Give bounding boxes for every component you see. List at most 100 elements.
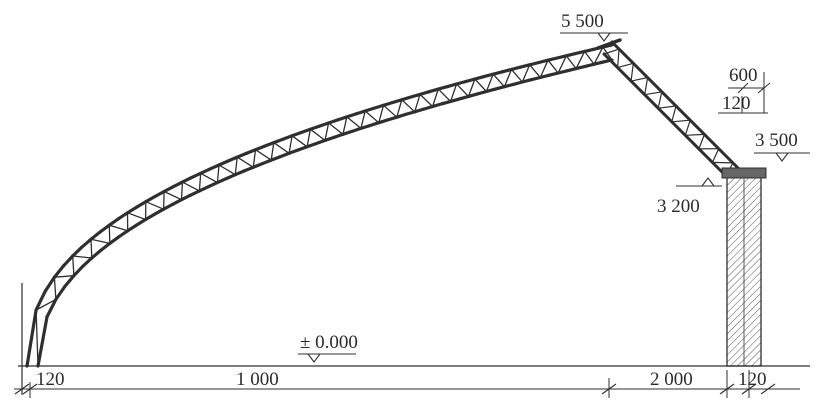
arch-bottom-chord-segment <box>162 202 175 211</box>
arch-bottom-chord-segment <box>215 177 228 185</box>
arch-bottom-chord-segment <box>206 181 219 189</box>
arch-web-member <box>583 50 595 65</box>
support-elevation-label: 3 200 <box>657 196 700 217</box>
arch-web-member <box>53 276 57 301</box>
arch-top-chord-segment <box>199 167 212 175</box>
arch-web-member <box>565 55 577 70</box>
arch-top-chord-segment <box>327 118 340 125</box>
arch-top-chord-segment <box>226 155 239 163</box>
arch-top-chord-segment <box>308 124 322 131</box>
arch-bottom-chord-segment <box>126 223 139 233</box>
arch-web-member <box>270 141 275 161</box>
arch-bottom-chord-segment <box>144 212 157 222</box>
arch-bottom-chord-segment <box>188 189 201 197</box>
arch-truss <box>25 43 614 368</box>
arch-top-chord-segment <box>263 141 276 148</box>
slope-web-member <box>644 91 663 96</box>
arch-bottom-chord-segment <box>269 155 282 162</box>
arch-web-member <box>273 141 290 154</box>
slope-bottom-chord <box>602 52 728 178</box>
arch-top-chord-segment <box>253 144 267 152</box>
arch-bottom-chord-segment <box>72 264 85 278</box>
arch-web-member <box>324 122 330 142</box>
arch-web-member <box>163 190 183 201</box>
slope-web-member <box>644 76 649 96</box>
arch-bottom-chord-segment <box>108 235 121 245</box>
arch-web-member <box>510 68 523 83</box>
arch-web-member <box>419 93 434 108</box>
arch-bottom-chord-segment <box>63 274 76 288</box>
arch-top-chord-segment <box>317 121 331 128</box>
arch-top-chord-segment <box>299 127 312 135</box>
arch-web-member <box>108 224 111 245</box>
arch-web-member <box>90 238 111 245</box>
ridge-node <box>596 38 622 50</box>
slope-web-member <box>657 105 677 109</box>
arch-web-member <box>455 83 470 98</box>
arch-bottom-chord-segment <box>170 198 184 206</box>
arch-web-member <box>396 99 403 118</box>
arch-top-chord-segment <box>345 112 358 119</box>
eave-elevation-label: 3 500 <box>755 130 798 151</box>
slope-web-member <box>616 48 620 69</box>
arch-web-member <box>485 73 494 93</box>
arch-top-chord-segment <box>125 205 139 215</box>
arch-top-chord-segment <box>171 180 184 189</box>
arch-bottom-chord-segment <box>54 284 67 301</box>
arch-top-chord-segment <box>162 185 175 194</box>
ground-elevation-marker <box>298 353 356 363</box>
arch-web-member <box>414 93 421 113</box>
arch-bottom-chord-segment <box>233 169 246 177</box>
arch-top-chord-segment <box>107 217 121 227</box>
arch-web-member <box>449 83 458 103</box>
arch-top-chord-segment <box>89 230 102 241</box>
arch-web-member <box>200 172 219 184</box>
arch-bottom-chord-segment <box>179 193 193 202</box>
arch-web-member <box>291 135 308 148</box>
slope-web-member <box>671 105 677 123</box>
arch-web-member <box>108 224 129 232</box>
arch-bottom-chord-segment <box>81 256 94 268</box>
arch-web-member <box>53 275 75 278</box>
arch-top-chord-segment <box>116 211 130 221</box>
arch-web-member <box>72 255 75 277</box>
arch-bottom-chord-segment <box>117 229 130 239</box>
support-elevation-marker <box>676 177 722 187</box>
arch-web-member <box>236 156 254 168</box>
arch-web-member <box>346 116 362 130</box>
arch-top-chord-segment <box>153 189 166 199</box>
arch-web-member <box>364 110 380 124</box>
overhang-dim-label: 600 <box>729 65 758 86</box>
arch-web-member <box>382 104 398 118</box>
arch-top-chord-segment <box>52 264 66 279</box>
arch-web-member <box>180 181 184 201</box>
ground-elevation-label: ± 0.000 <box>300 332 358 353</box>
ridge-elevation-label: 5 500 <box>561 11 604 32</box>
arch-bottom-chord-segment <box>135 217 148 227</box>
arch-bottom-chord-segment <box>90 248 103 260</box>
arch-top-chord-segment <box>235 151 248 159</box>
arch-bottom-chord-segment <box>36 315 49 368</box>
arch-top-chord-segment <box>208 163 221 171</box>
slope-web-member <box>630 76 649 82</box>
arch-web-member <box>234 156 238 176</box>
arch-web-member <box>342 116 348 135</box>
slope-web-member <box>711 161 734 164</box>
left-wall-dim-label: 120 <box>36 369 65 390</box>
arch-top-chord-segment <box>217 159 230 167</box>
arch-web-member <box>431 88 439 108</box>
right-wall-dim-label: 120 <box>738 369 767 390</box>
arch-top-chord-segment <box>372 103 386 110</box>
wall-thickness-dim-label: 120 <box>722 93 751 114</box>
arch-web-member <box>378 104 385 124</box>
arch-web-member <box>181 181 201 192</box>
arch-web-member <box>90 238 93 259</box>
arch-web-member <box>539 59 549 79</box>
arch-top-chord-segment <box>244 148 258 155</box>
arch-top-chord-segment <box>25 308 38 368</box>
arch-web-member <box>145 201 165 210</box>
arch-web-member <box>306 128 312 148</box>
arch-web-member <box>467 78 476 98</box>
